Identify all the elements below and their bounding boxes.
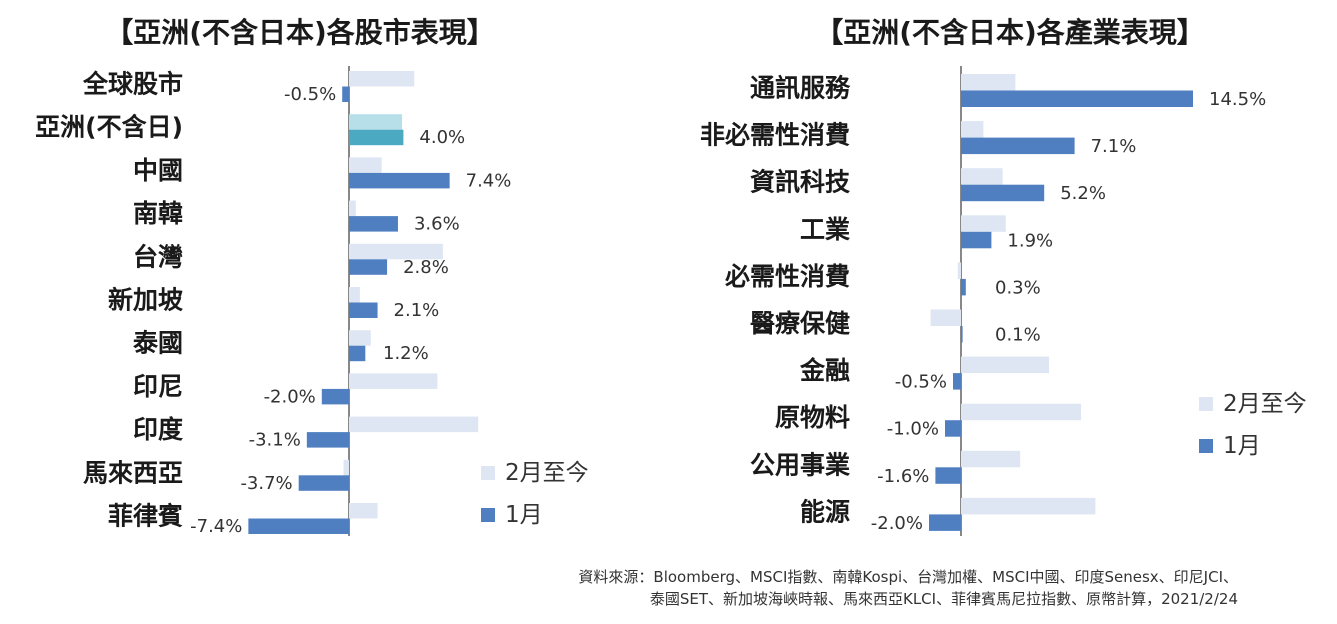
right-legend-label-jan: 1月 (1223, 433, 1261, 459)
right-bar-ytd (957, 262, 961, 279)
left-legend-swatch-jan (481, 508, 495, 522)
left-bar-ytd (349, 114, 403, 130)
right-category-label: 非必需性消費 (700, 121, 850, 150)
left-bar-ytd (349, 503, 378, 519)
right-value-label: 0.1% (995, 325, 1041, 346)
right-bar-jan (953, 373, 961, 390)
right-legend-swatch-jan (1199, 439, 1213, 453)
right-value-label: -0.5% (895, 372, 947, 393)
left-bar-jan (321, 388, 349, 405)
right-bar-ytd (961, 168, 1003, 185)
left-bar-ytd (349, 157, 382, 173)
right-category-label: 公用事業 (750, 450, 850, 479)
source-note-line2: 泰國SET、新加坡海峽時報、馬來西亞KLCI、菲律賓馬尼拉指數、原幣計算，202… (650, 590, 1238, 608)
right-bar-jan (961, 231, 992, 249)
right-bar-ytd (961, 497, 1096, 515)
right-chart-title: 【亞洲(不含日本)各產業表現】 (815, 16, 1205, 49)
right-value-label: -1.0% (887, 419, 939, 440)
right-bar-jan (961, 184, 1045, 202)
left-category-label: 菲律賓 (108, 502, 183, 531)
right-category-label: 必需性消費 (725, 262, 850, 291)
right-bar-ytd (961, 356, 1049, 374)
right-value-label: -2.0% (871, 513, 923, 534)
right-bar-jan (961, 90, 1193, 107)
left-value-label: -7.4% (190, 516, 242, 537)
right-bar-ytd (961, 450, 1021, 468)
right-value-label: 14.5% (1209, 89, 1266, 110)
left-category-label: 新加坡 (108, 286, 183, 315)
left-bar-ytd (349, 243, 443, 260)
right-value-label: -1.6% (877, 466, 929, 487)
left-legend-swatch-ytd (481, 466, 495, 480)
left-category-label: 印尼 (133, 372, 183, 401)
left-bar-ytd (349, 330, 371, 346)
source-note-line1: 資料來源：Bloomberg、MSCI指數、南韓Kospi、台灣加權、MSCI中… (578, 568, 1238, 586)
left-value-label: -3.1% (249, 430, 301, 451)
left-category-label: 全球股市 (82, 70, 183, 99)
right-bar-ytd (930, 309, 961, 326)
left-category-label: 台灣 (133, 242, 183, 271)
right-category-label: 金融 (799, 356, 850, 385)
right-value-label: 5.2% (1060, 183, 1106, 204)
left-bar-jan (298, 475, 349, 491)
right-category-label: 醫療保健 (750, 309, 850, 338)
right-category-label: 通訊服務 (750, 74, 851, 103)
left-bar-jan (248, 518, 349, 534)
right-bar-ytd (961, 215, 1006, 232)
left-bar-jan (349, 172, 450, 189)
right-category-label: 原物料 (775, 403, 850, 432)
left-value-label: 7.4% (466, 170, 512, 191)
right-category-label: 能源 (800, 497, 850, 526)
left-chart: 全球股市 -0.5% 亞洲(不含日) 4.0% 中國 7.4% 南韓 3.6% 台灣 2.8% 新加… (35, 66, 589, 537)
right-bar-jan (961, 326, 963, 343)
left-value-label: 4.0% (419, 127, 465, 148)
left-bar-jan (349, 345, 366, 362)
left-bar-jan (342, 86, 349, 102)
left-value-label: 2.1% (394, 300, 440, 321)
right-bar-jan (945, 420, 961, 437)
right-value-label: 1.9% (1007, 230, 1053, 251)
right-category-label: 資訊科技 (750, 168, 850, 197)
right-legend-label-ytd: 2月至今 (1223, 391, 1307, 417)
left-category-label: 中國 (133, 156, 183, 185)
left-value-label: 3.6% (414, 214, 460, 235)
left-legend-label-ytd: 2月至今 (505, 460, 589, 486)
left-value-label: 1.2% (383, 343, 429, 364)
right-bar-jan (961, 137, 1075, 155)
left-value-label: -3.7% (240, 473, 292, 494)
left-bar-ytd (349, 287, 360, 303)
left-category-label: 南韓 (133, 199, 183, 228)
left-bar-jan (349, 259, 388, 275)
right-legend-swatch-ytd (1199, 397, 1213, 411)
left-bar-ytd (349, 200, 356, 217)
left-bar-jan (349, 129, 404, 146)
left-category-label: 泰國 (133, 329, 183, 358)
left-value-label: -0.5% (284, 84, 336, 105)
right-category-label: 工業 (800, 215, 850, 244)
left-bar-jan (349, 302, 378, 318)
left-category-label: 馬來西亞 (83, 458, 183, 487)
left-value-label: 2.8% (403, 257, 449, 278)
right-bar-jan (961, 278, 966, 296)
right-bar-ytd (961, 403, 1081, 421)
left-category-label: 印度 (133, 415, 183, 444)
left-chart-title: 【亞洲(不含日本)各股市表現】 (105, 16, 495, 49)
right-value-label: 0.3% (995, 277, 1041, 298)
right-chart: 通訊服務 14.5% 非必需性消費 7.1% 資訊科技 5.2% 工業 1.9% 必需性消費 0.… (700, 66, 1307, 536)
left-bar-jan (349, 216, 398, 232)
left-category-label: 亞洲(不含日) (35, 113, 183, 142)
right-bar-ytd (961, 121, 984, 138)
left-bar-jan (306, 432, 349, 448)
left-bar-ytd (349, 416, 479, 433)
left-value-label: -2.0% (264, 386, 316, 407)
left-bar-ytd (343, 459, 349, 476)
left-bar-ytd (349, 71, 415, 87)
right-bar-jan (935, 467, 961, 484)
left-bar-ytd (349, 373, 438, 389)
right-bar-jan (929, 514, 961, 531)
right-bar-ytd (961, 74, 1016, 91)
right-value-label: 7.1% (1091, 136, 1137, 157)
left-legend-label-jan: 1月 (505, 502, 543, 528)
